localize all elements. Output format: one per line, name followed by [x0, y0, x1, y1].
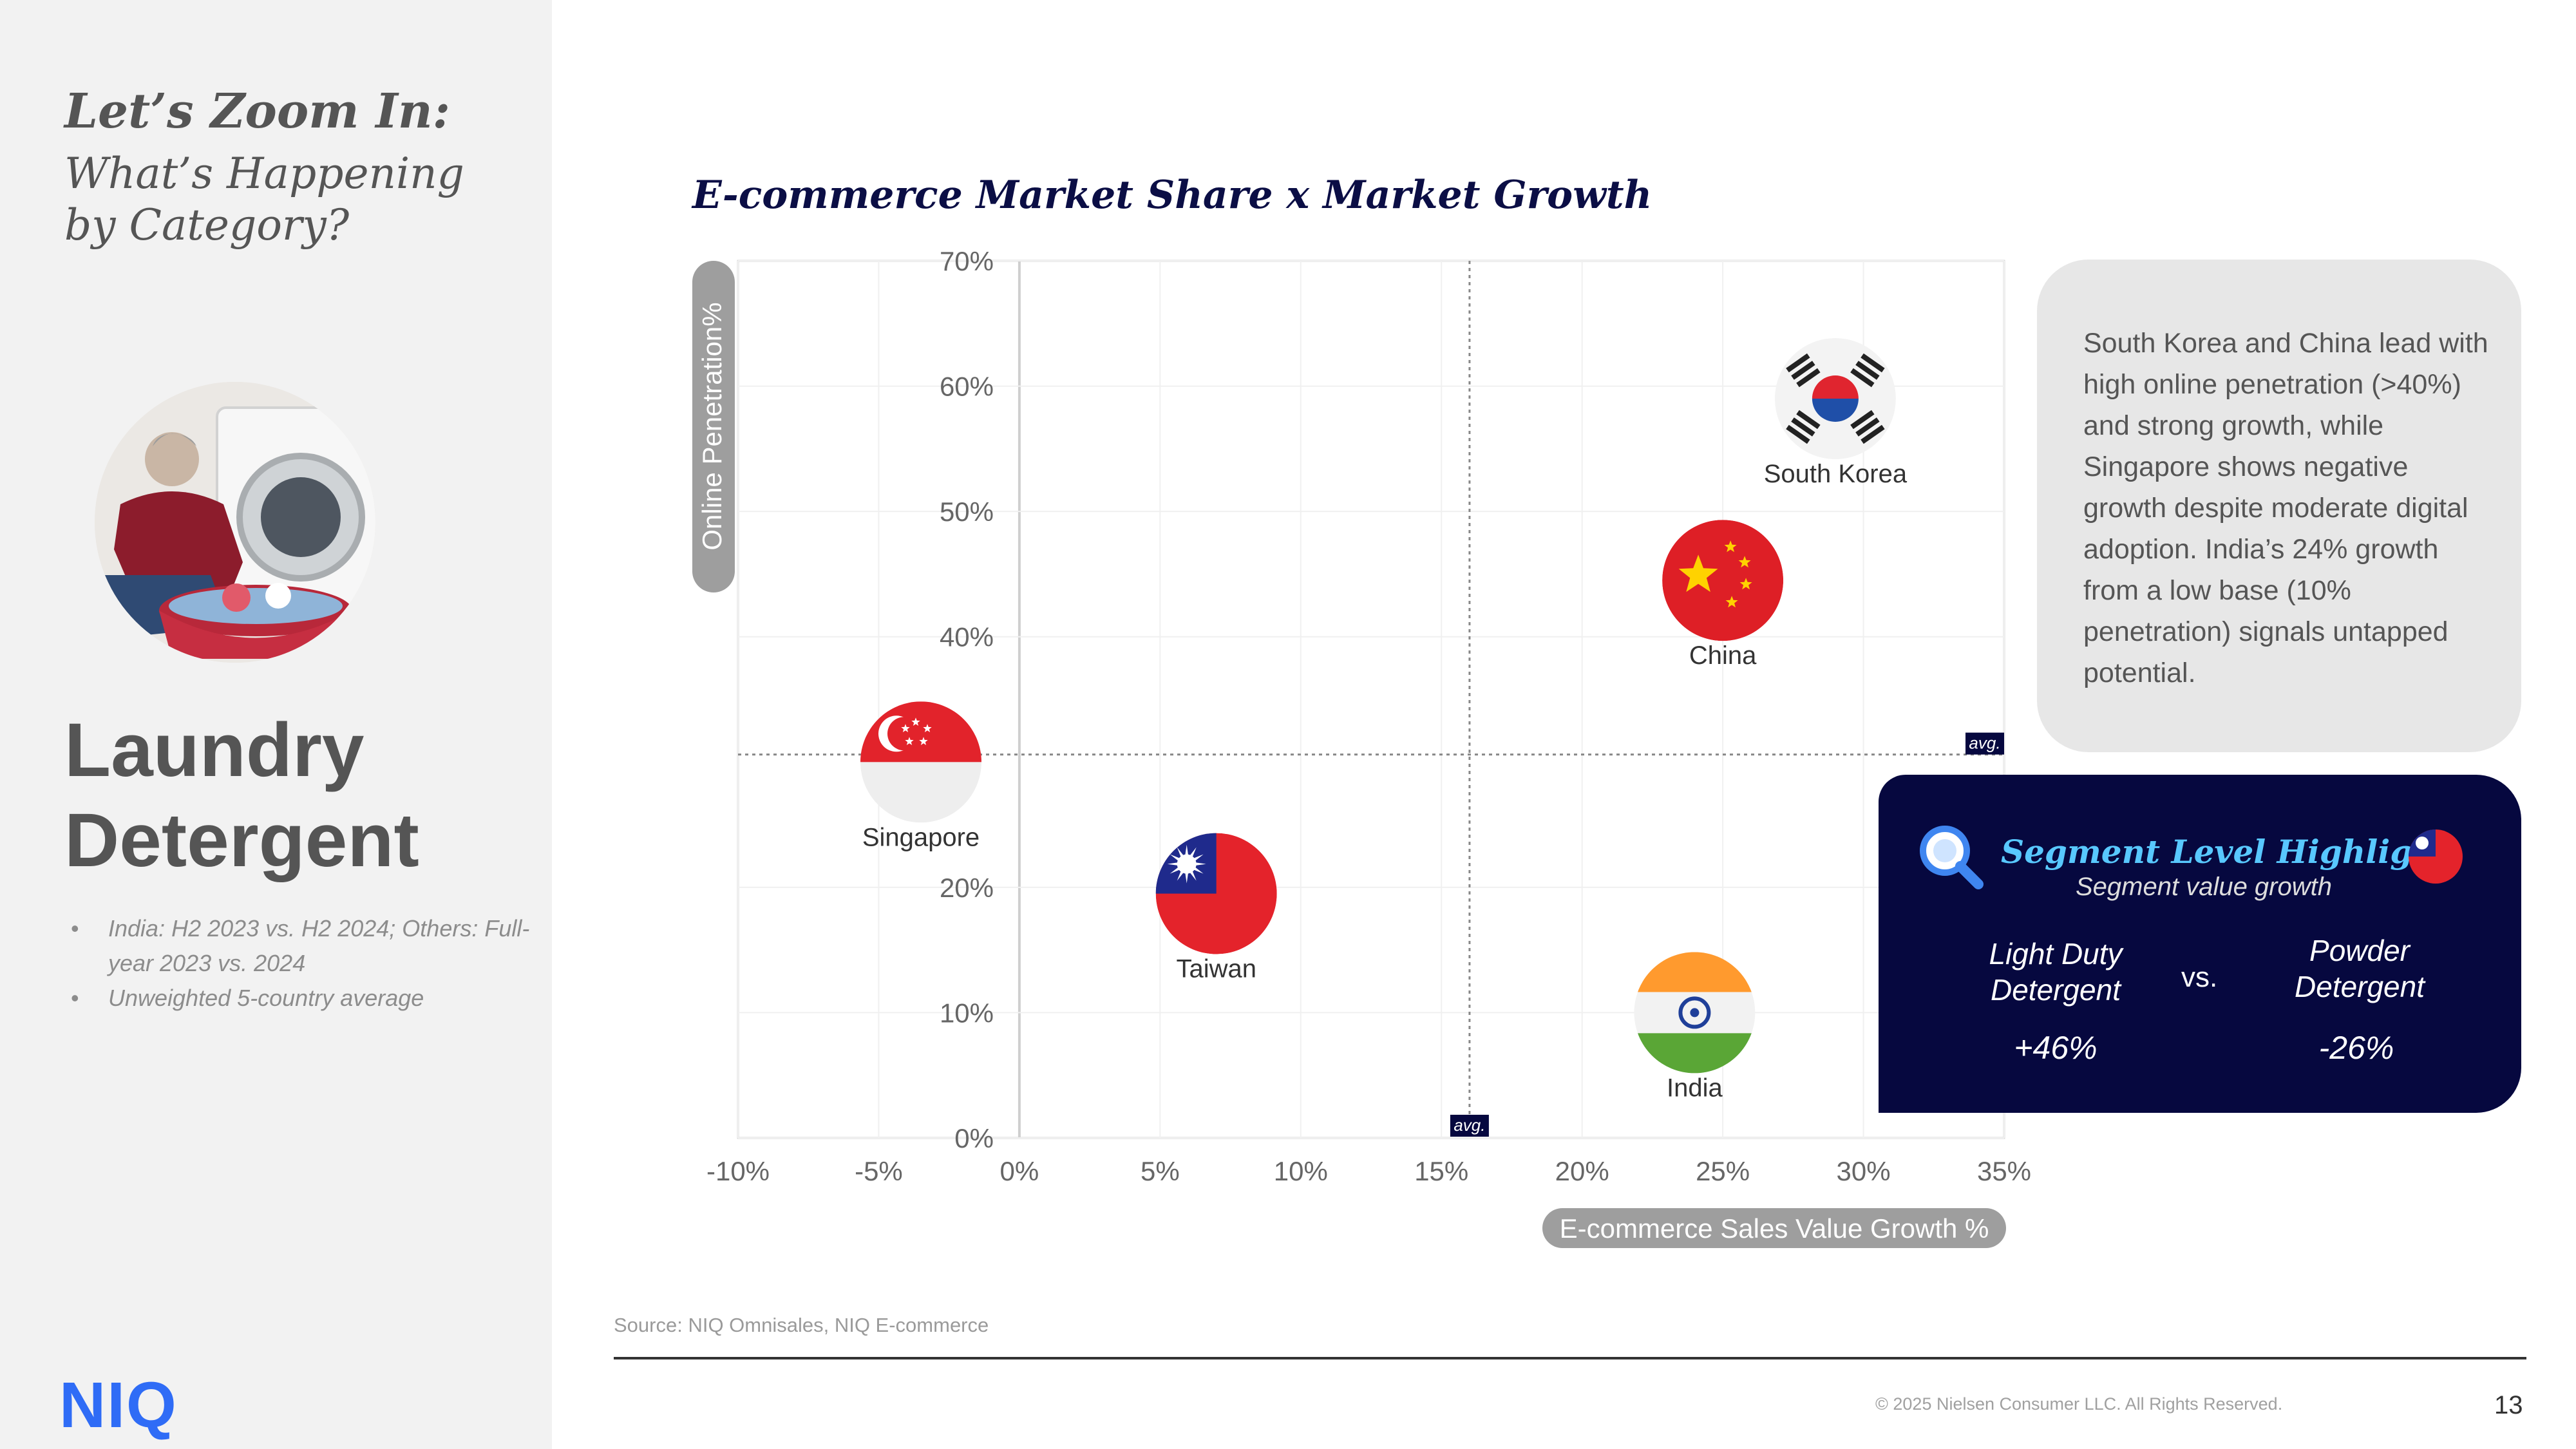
point-label: China — [1689, 641, 1757, 670]
chart-title: E-commerce Market Share x Market Growth — [692, 173, 1653, 218]
vs-label: vs. — [2181, 961, 2218, 993]
page-number: 13 — [2494, 1391, 2523, 1419]
avg-x-label: avg. — [1454, 1115, 1485, 1135]
y-tick-label: 70% — [940, 246, 994, 276]
south-korea-flag-icon — [1774, 338, 1896, 459]
x-tick-label: 30% — [1837, 1156, 1891, 1186]
notes-list: India: H2 2023 vs. H2 2024; Others: Full… — [70, 911, 559, 1016]
point-label: South Korea — [1764, 460, 1908, 488]
y-tick-label: 50% — [940, 497, 994, 527]
footer-divider — [614, 1357, 2526, 1359]
powder-label: Powder Detergent — [2294, 934, 2425, 1003]
niq-logo: NIQ — [59, 1369, 178, 1441]
y-axis-title-pill — [692, 261, 735, 592]
singapore-flag-icon — [860, 701, 981, 823]
category-title: Laundry Detergent — [64, 708, 419, 883]
data-point: Taiwan — [1155, 833, 1277, 983]
y-tick-label: 60% — [940, 372, 994, 402]
x-tick-label: 0% — [1000, 1156, 1039, 1186]
y-tick-label: 0% — [954, 1123, 994, 1153]
laundry-photo — [95, 382, 375, 663]
scatter-chart: avg. avg. 0% 10% 20% 40% 50% 60% 70% -10% -5% 0% 5… — [692, 246, 2031, 1248]
avg-y-label: avg. — [1969, 734, 2000, 753]
highlight-subtitle: Segment value growth — [2075, 873, 2332, 901]
india-flag-icon — [1634, 952, 1756, 1074]
point-label: India — [1667, 1074, 1723, 1102]
data-point: China — [1662, 520, 1784, 670]
y-tick-label: 40% — [940, 622, 994, 652]
x-tick-label: -5% — [855, 1156, 903, 1186]
copyright: © 2025 Nielsen Consumer LLC. All Rights … — [1875, 1394, 2283, 1414]
segment-highlight-panel: Segment Level Highlight Segment value gr… — [1879, 775, 2521, 1113]
magnifier-icon — [1920, 826, 1984, 889]
insight-callout: South Korea and China lead with high onl… — [2037, 260, 2521, 752]
x-axis-title-pill — [1542, 1208, 2006, 1248]
data-point: Singapore — [860, 701, 981, 851]
y-tick-label: 20% — [940, 873, 994, 903]
x-tick-label: 25% — [1696, 1156, 1750, 1186]
sidebar: Let’s Zoom In: What’s Happening by Categ… — [0, 0, 552, 1449]
avg-y-badge — [1965, 732, 2004, 755]
source-note: Source: NIQ Omnisales, NIQ E-commerce — [614, 1314, 989, 1336]
point-label: Taiwan — [1176, 955, 1256, 983]
x-tick-label: 35% — [1977, 1156, 2031, 1186]
x-tick-label: 5% — [1141, 1156, 1180, 1186]
x-tick-label: 20% — [1555, 1156, 1609, 1186]
powder-value: -26% — [2318, 1030, 2394, 1066]
note-item: India: H2 2023 vs. H2 2024; Others: Full… — [71, 911, 559, 981]
taiwan-flag-icon — [2409, 829, 2463, 884]
avg-x-badge — [1450, 1115, 1489, 1137]
y-tick-label: 10% — [940, 998, 994, 1028]
sidebar-title: Let’s Zoom In: — [64, 84, 451, 139]
x-axis-title: E-commerce Sales Value Growth % — [1560, 1213, 1989, 1244]
china-flag-icon — [1662, 520, 1784, 641]
light-duty-value: +46% — [2014, 1030, 2098, 1066]
point-label: Singapore — [862, 823, 980, 851]
taiwan-flag-icon — [1155, 833, 1277, 954]
light-duty-label: Light Duty Detergent — [1989, 937, 2123, 1007]
x-tick-label: -10% — [706, 1156, 770, 1186]
data-point: South Korea — [1764, 338, 1908, 488]
sidebar-subtitle: What’s Happening by Category? — [64, 149, 464, 250]
highlight-title: Segment Level Highlight — [2001, 833, 2451, 871]
note-item: Unweighted 5-country average — [71, 981, 559, 1016]
x-tick-label: 15% — [1414, 1156, 1468, 1186]
x-tick-label: 10% — [1274, 1156, 1328, 1186]
y-axis-title: Online Penetration% — [697, 302, 727, 550]
